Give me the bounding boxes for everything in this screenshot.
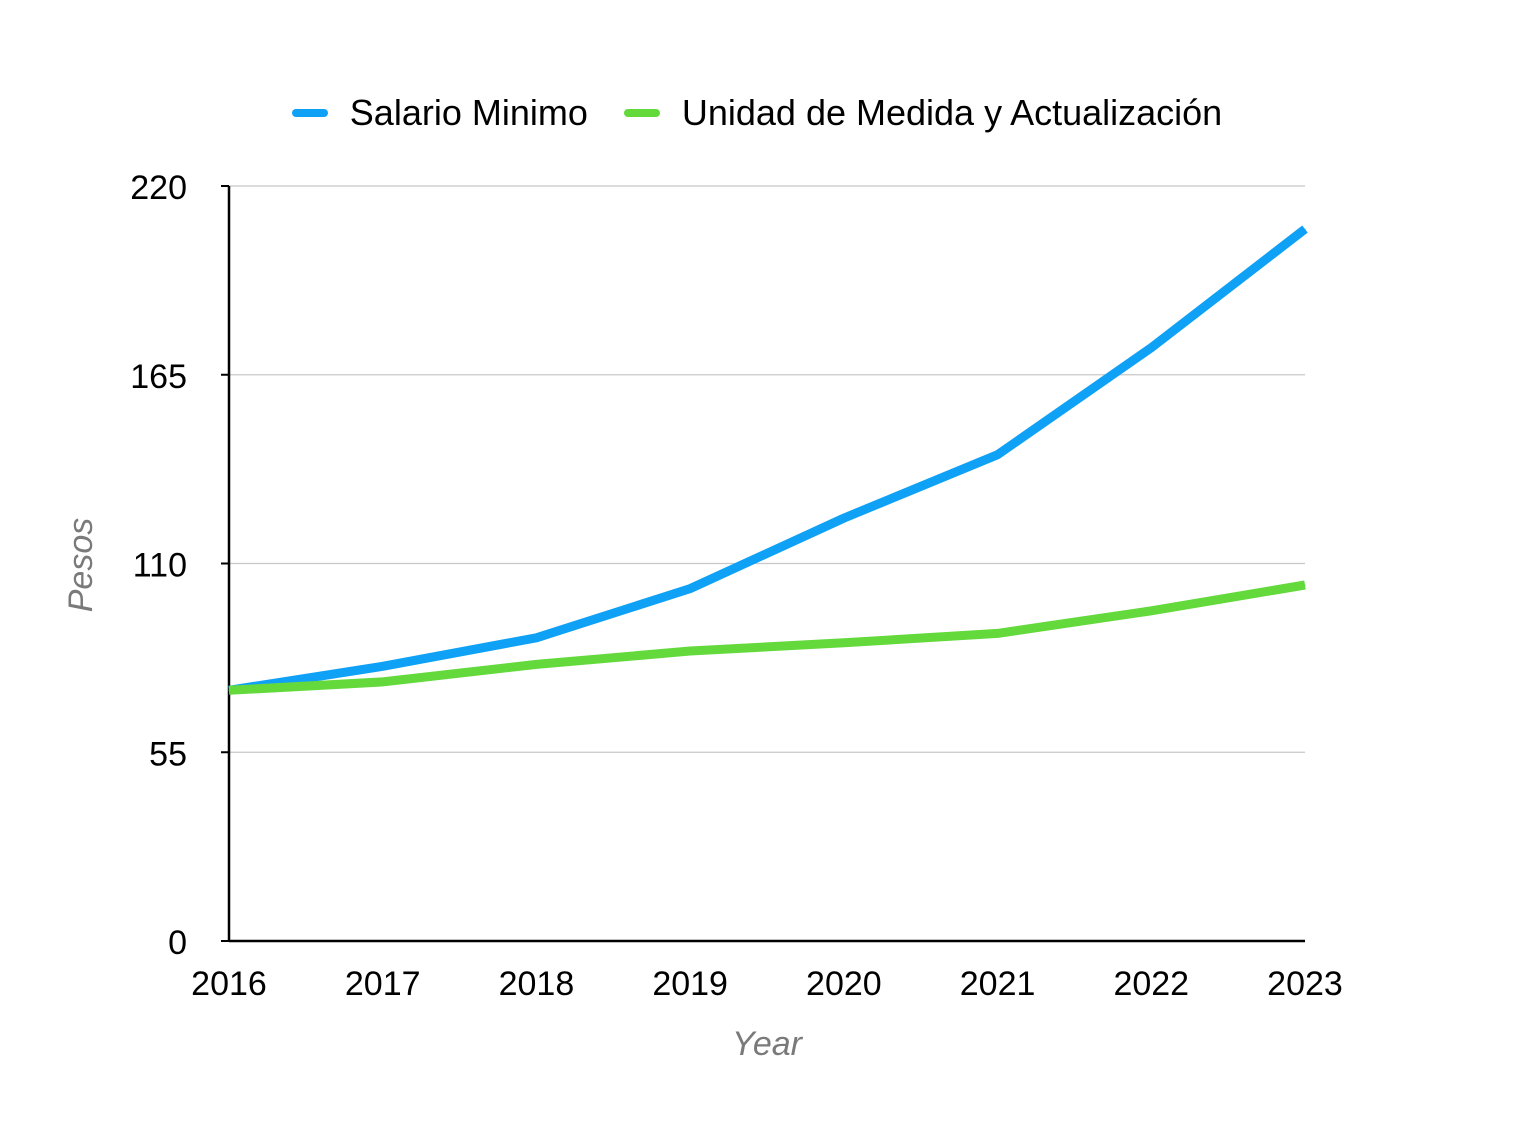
legend-swatch-uma [623, 109, 660, 117]
y-tick-label: 110 [133, 547, 187, 585]
y-tick-labels: 0 55 110 165 220 [130, 169, 187, 962]
legend-label-uma: Unidad de Medida y Actualización [681, 92, 1223, 133]
data-point [535, 663, 537, 665]
data-point [843, 517, 845, 519]
x-tick-label: 2022 [1113, 965, 1189, 1003]
data-point [1150, 347, 1152, 349]
x-axis-label: Year [732, 1025, 804, 1063]
legend: Salario Minimo Unidad de Medida y Actual… [0, 92, 1514, 134]
x-tick-label: 2020 [806, 965, 882, 1003]
legend-item-salario-minimo: Salario Minimo [291, 92, 588, 134]
legend-swatch-salario-minimo [291, 109, 328, 117]
data-point [228, 689, 230, 691]
data-point [997, 632, 999, 634]
x-tick-labels: 2016 2017 2018 2019 2020 2021 2022 2023 [191, 965, 1343, 1003]
y-tick-label: 220 [130, 169, 187, 207]
y-tick-label: 55 [149, 735, 187, 773]
y-tick-label: 165 [130, 358, 187, 396]
x-tick-label: 2021 [960, 965, 1036, 1003]
series-line-0 [228, 225, 1308, 695]
data-point [843, 642, 845, 644]
data-point [1304, 584, 1306, 586]
data-point [689, 650, 691, 652]
data-point [689, 588, 691, 590]
data-point [1150, 610, 1152, 612]
data-point [1304, 228, 1306, 230]
y-tick-label: 0 [168, 924, 187, 962]
data-point [997, 454, 999, 456]
x-tick-label: 2016 [191, 965, 267, 1003]
legend-label-salario-minimo: Salario Minimo [349, 92, 588, 133]
axes [221, 185, 1305, 943]
data-point [535, 637, 537, 639]
x-tick-label: 2019 [652, 965, 728, 1003]
data-point [382, 681, 384, 683]
legend-item-uma: Unidad de Medida y Actualización [623, 92, 1223, 134]
series-lines [228, 225, 1308, 695]
x-tick-label: 2018 [499, 965, 575, 1003]
y-axis-label: Pesos [62, 518, 100, 613]
grid-lines [229, 185, 1305, 753]
x-tick-label: 2023 [1267, 965, 1343, 1003]
series-line-1 [228, 580, 1306, 695]
x-tick-label: 2017 [345, 965, 421, 1003]
data-point [382, 665, 384, 667]
